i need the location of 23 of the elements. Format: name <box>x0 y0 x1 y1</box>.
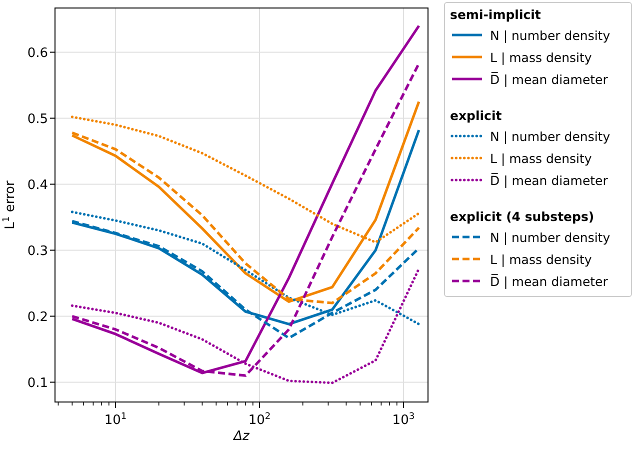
legend-label: L | mass density <box>490 150 592 166</box>
legend-label: L | mass density <box>490 50 592 64</box>
y-tick-label: 0.1 <box>27 376 48 391</box>
y-tick-label: 0.4 <box>27 178 48 193</box>
y-tick-label: 0.3 <box>27 244 48 259</box>
legend-label: D̅ | mean diameter <box>490 274 608 288</box>
text: explicit <box>450 108 503 123</box>
line-series <box>70 100 420 303</box>
legend-label: N | number density <box>490 230 610 244</box>
x-tick-label: 10$^{2}$ <box>248 412 271 428</box>
legend-label: N | number density <box>490 28 610 42</box>
legend-label: D̅ | mean diameter <box>490 172 608 188</box>
legend-label: D̅ | mean diameter <box>490 72 608 86</box>
x-tick-label: 10$^{1}$ <box>104 412 127 428</box>
x-tick-label: 10$^{3}$ <box>392 412 415 428</box>
y-tick-label: 0.6 <box>27 46 48 61</box>
legend-label: N | number density <box>490 128 610 144</box>
y-tick-label: 0.5 <box>27 112 48 127</box>
legend-label: L | mass density <box>490 252 592 266</box>
y-tick-label: 0.2 <box>27 310 48 325</box>
x-axis-title: Δz <box>232 429 251 444</box>
text: explicit (4 substeps) <box>450 209 596 224</box>
text: semi-implicit <box>450 7 542 22</box>
